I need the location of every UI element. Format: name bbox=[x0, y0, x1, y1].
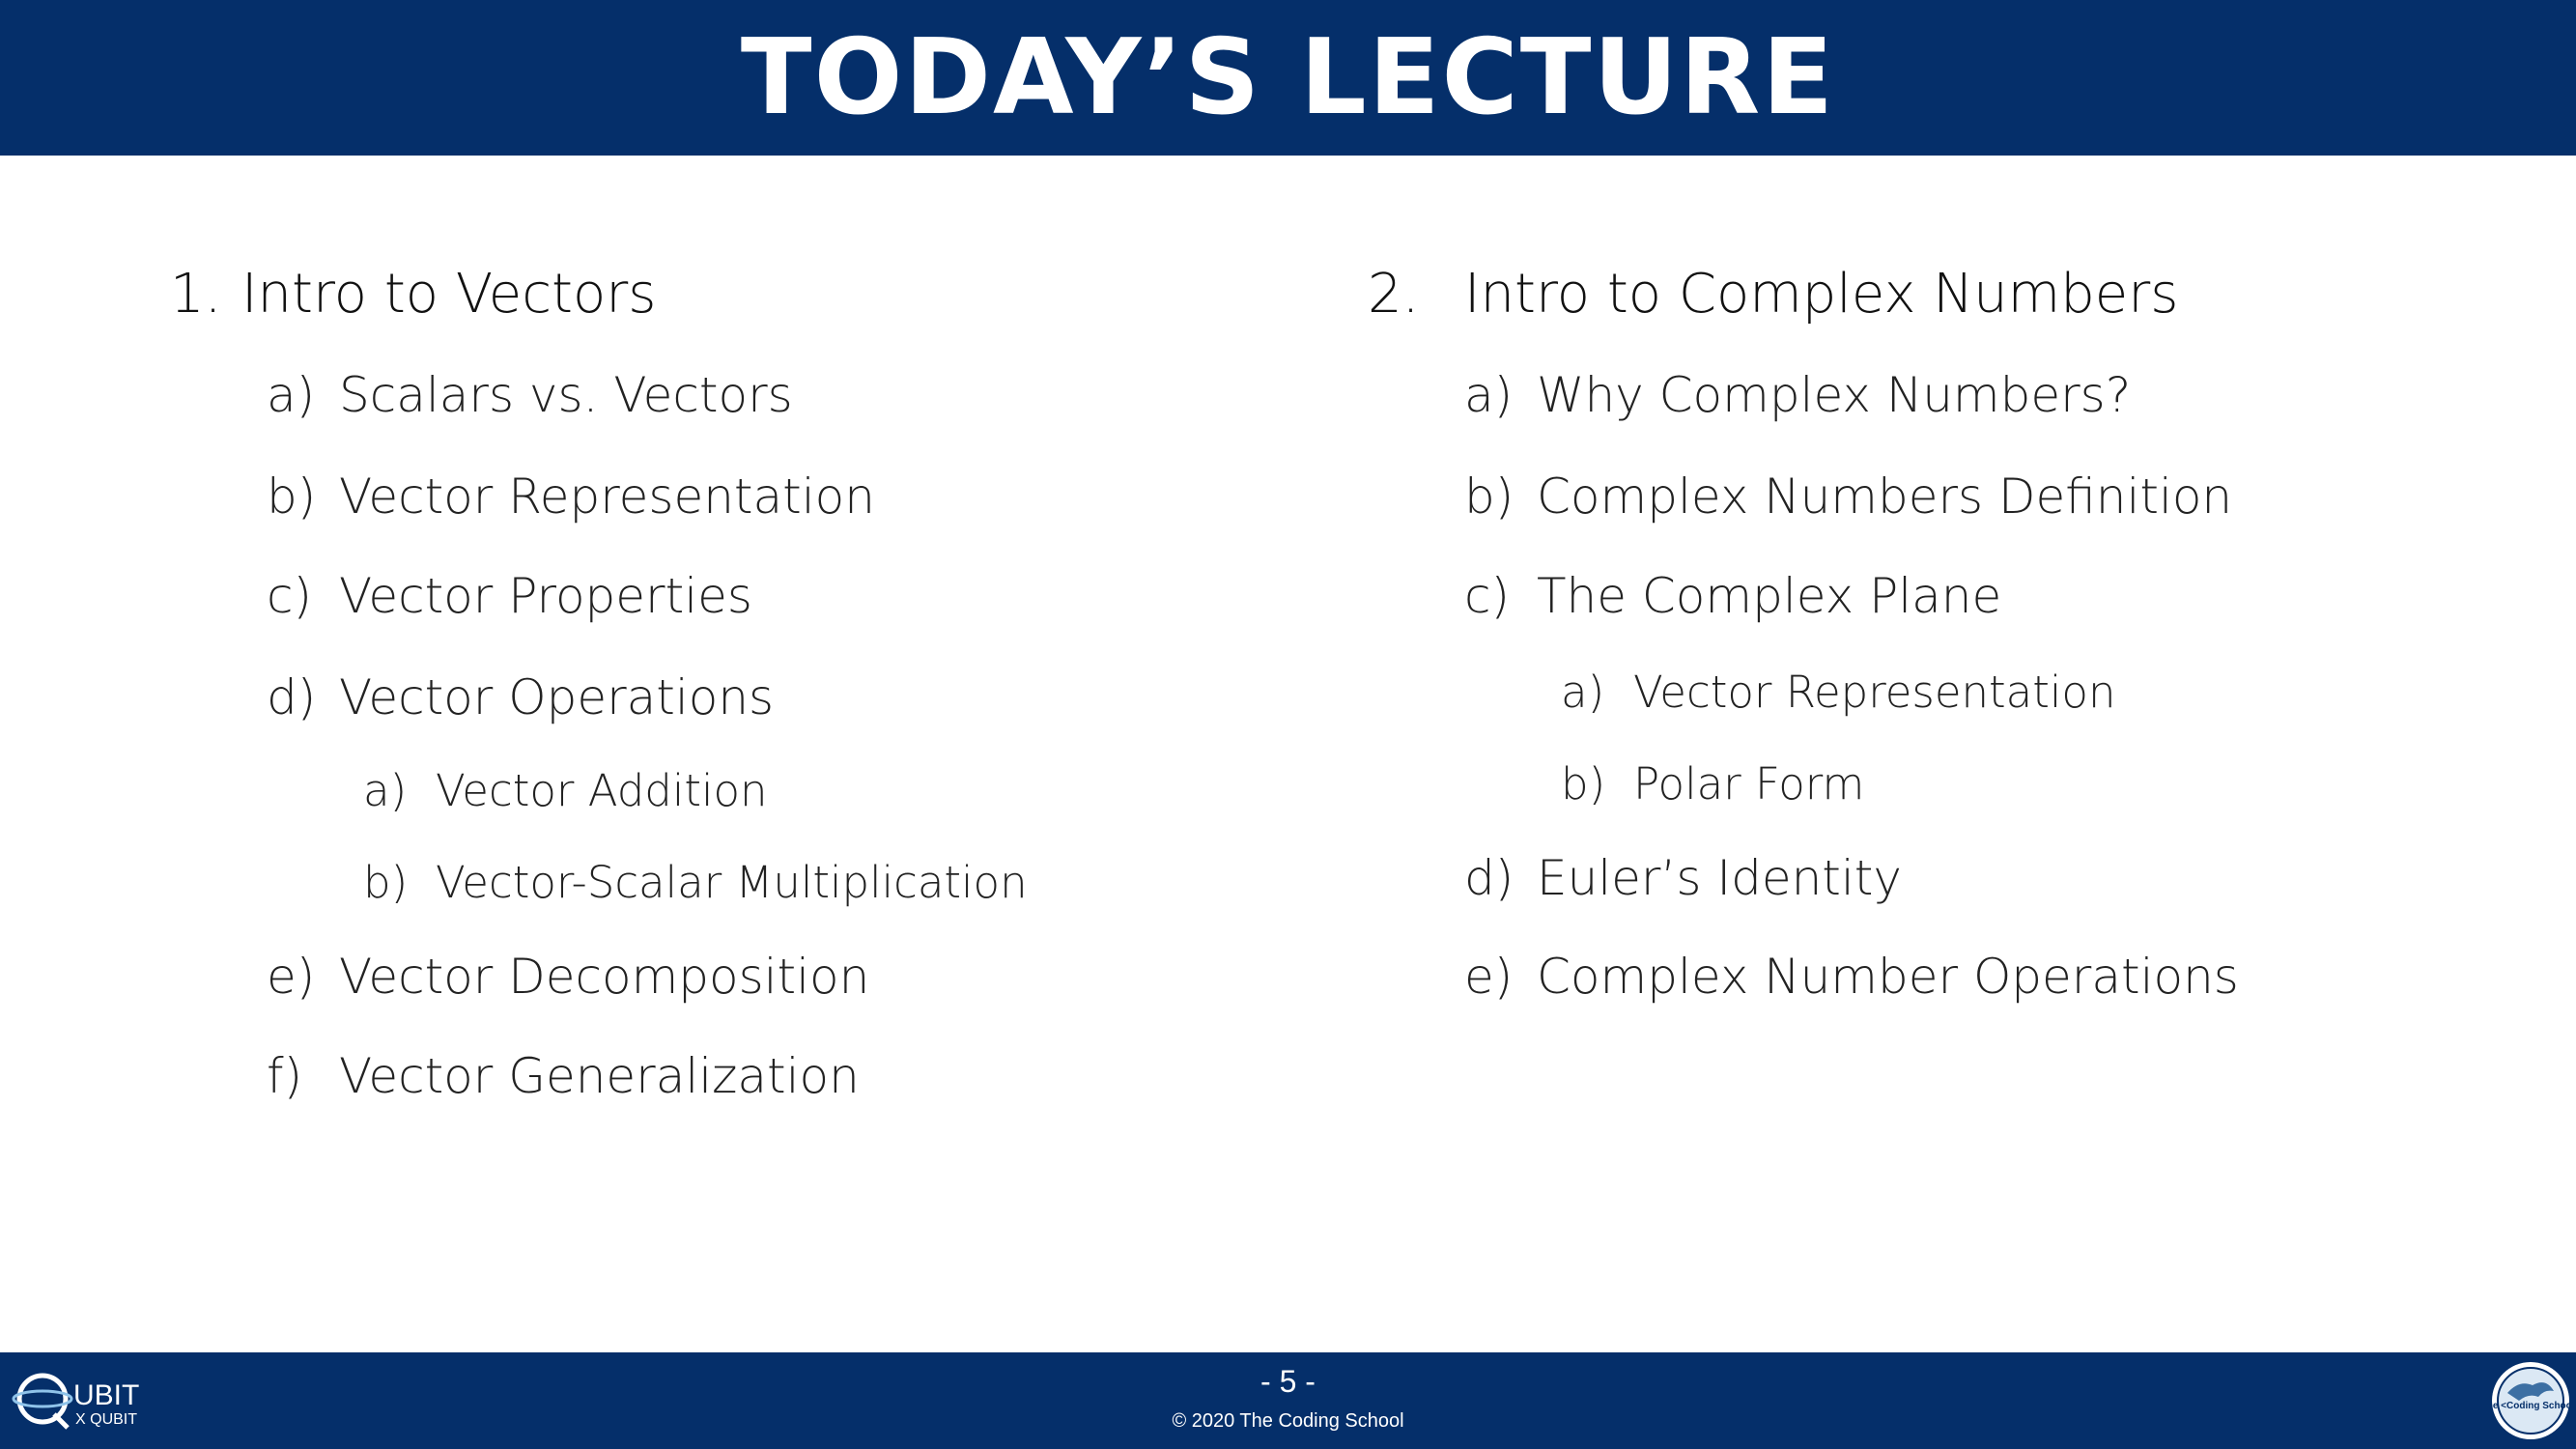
list-marker: a) bbox=[1464, 367, 1514, 423]
slide-title: TODAY’S LECTURE bbox=[740, 17, 1836, 138]
list-label: Complex Numbers Definition bbox=[1537, 469, 2233, 525]
list-label: Vector Representation bbox=[1633, 667, 2116, 718]
list-marker: c) bbox=[1464, 568, 1510, 624]
list-marker: e) bbox=[267, 949, 316, 1005]
list-label: Vector Operations bbox=[339, 669, 775, 725]
list-marker: f) bbox=[267, 1048, 303, 1104]
list-label: Vector Addition bbox=[436, 765, 768, 816]
page-number: - 5 - bbox=[1260, 1364, 1316, 1399]
list-marker: b) bbox=[1464, 469, 1514, 525]
qubit-logo-text: UBIT bbox=[73, 1379, 139, 1411]
left-heading-number: 1. bbox=[170, 263, 222, 326]
list-marker: d) bbox=[267, 669, 317, 725]
list-label: Vector Representation bbox=[339, 469, 875, 525]
right-heading-title: Intro to Complex Numbers bbox=[1464, 263, 2179, 326]
list-label: Complex Number Operations bbox=[1537, 949, 2239, 1005]
slide-footer: UBIT X QUBIT - 5 - © 2020 The Coding Sch… bbox=[0, 1352, 2576, 1449]
list-label: Vector Generalization bbox=[339, 1048, 860, 1104]
list-marker: c) bbox=[267, 568, 312, 624]
copyright-text: © 2020 The Coding School bbox=[1172, 1410, 1404, 1432]
list-label: Polar Form bbox=[1633, 758, 1865, 810]
list-marker: b) bbox=[363, 857, 409, 908]
list-label: Euler’s Identity bbox=[1537, 850, 1902, 906]
list-marker: a) bbox=[267, 367, 316, 423]
list-label: Why Complex Numbers? bbox=[1537, 367, 2132, 423]
list-marker: a) bbox=[363, 765, 408, 816]
coding-school-logo-text: The <Coding School> bbox=[2490, 1401, 2571, 1411]
list-label: Scalars vs. Vectors bbox=[339, 367, 793, 423]
slide-header: TODAY’S LECTURE bbox=[0, 0, 2576, 156]
list-label: The Complex Plane bbox=[1537, 568, 2002, 624]
list-marker: b) bbox=[267, 469, 317, 525]
qubit-logo-subtext: X QUBIT bbox=[75, 1411, 137, 1428]
list-marker: b) bbox=[1561, 758, 1606, 810]
list-marker: a) bbox=[1561, 667, 1605, 718]
list-marker: e) bbox=[1464, 949, 1514, 1005]
list-label: Vector Properties bbox=[339, 568, 752, 624]
list-label: Vector-Scalar Multiplication bbox=[436, 857, 1028, 908]
coding-school-logo: The <Coding School> bbox=[2490, 1362, 2571, 1439]
left-heading-title: Intro to Vectors bbox=[241, 263, 657, 326]
list-label: Vector Decomposition bbox=[339, 949, 870, 1005]
right-heading-number: 2. bbox=[1368, 263, 1420, 326]
list-marker: d) bbox=[1464, 850, 1514, 906]
qubit-logo: UBIT X QUBIT bbox=[12, 1373, 139, 1430]
